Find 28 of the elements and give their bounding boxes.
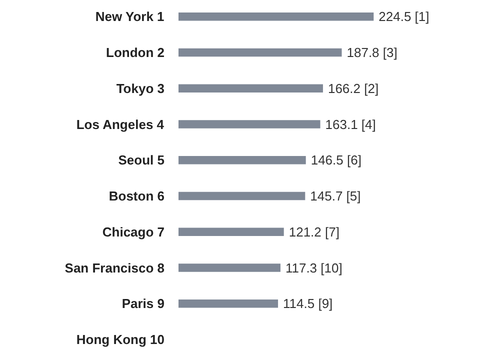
y-tick-label: Chicago 7 [102,224,164,240]
y-tick-label: Boston 6 [108,188,165,204]
data-label: 114.5 [9] [283,296,333,312]
y-tick-label: San Francisco 8 [64,260,165,276]
y-tick-label: Paris 9 [122,296,165,312]
y-tick-label: Los Angeles 4 [76,116,165,132]
data-label: 166.2 [2] [328,80,379,96]
y-tick-label: New York 1 [95,9,164,24]
bar [178,120,320,128]
bar [178,192,306,200]
bar [178,156,306,164]
data-label: 146.5 [6] [310,152,362,168]
data-label: 163.1 [4] [325,116,376,132]
bar [178,264,280,272]
data-label: 117.3 [10] [285,260,342,276]
y-tick-label: Seoul 5 [118,152,165,168]
data-label: 224.5 [1] [378,9,430,24]
bar [178,228,284,236]
bar [178,84,323,93]
data-label: 121.2 [7] [288,224,340,240]
bar [178,48,342,57]
y-tick-label: Hong Kong 10 [76,332,165,348]
bar [178,300,278,308]
y-tick-label: London 2 [106,45,165,60]
bar [178,12,374,21]
data-label: 187.8 [3] [346,45,398,60]
data-label: 145.7 [5] [310,188,361,204]
y-tick-label: Tokyo 3 [116,80,165,96]
